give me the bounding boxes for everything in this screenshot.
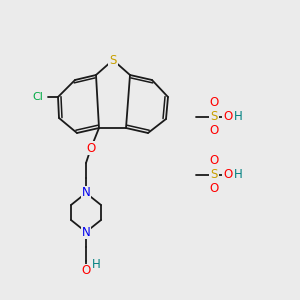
Text: N: N	[82, 226, 90, 238]
Text: O: O	[224, 110, 232, 124]
Text: O: O	[209, 182, 219, 196]
Text: S: S	[210, 110, 218, 124]
Text: O: O	[81, 265, 91, 278]
Text: O: O	[224, 169, 232, 182]
Text: H: H	[234, 110, 242, 124]
Text: O: O	[209, 154, 219, 167]
Text: Cl: Cl	[33, 92, 44, 102]
Text: O: O	[209, 97, 219, 110]
Text: O: O	[86, 142, 96, 154]
Text: H: H	[234, 169, 242, 182]
Text: O: O	[209, 124, 219, 137]
Text: N: N	[82, 187, 90, 200]
Text: S: S	[210, 169, 218, 182]
Text: S: S	[109, 53, 117, 67]
Text: H: H	[92, 259, 100, 272]
